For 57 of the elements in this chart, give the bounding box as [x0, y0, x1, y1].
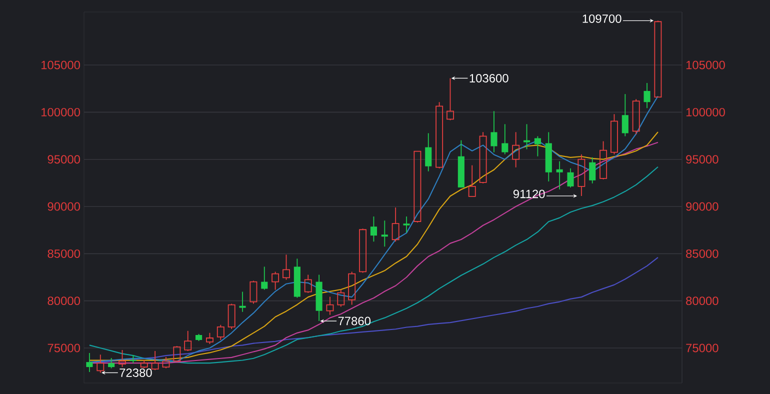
candlestick — [403, 216, 410, 233]
candlestick — [96, 354, 104, 374]
candlestick — [348, 271, 356, 306]
candlestick — [468, 164, 476, 197]
y-tick-label: 80000 — [48, 296, 80, 306]
annotation: 103600 — [470, 74, 508, 82]
y-tick-label: 90000 — [48, 202, 80, 211]
y-tick-label: 95000 — [48, 155, 80, 164]
candlestick — [600, 140, 608, 180]
candlestick — [261, 266, 268, 290]
candlestick — [239, 291, 246, 312]
candlestick — [632, 98, 640, 135]
candlestick — [512, 132, 520, 168]
candlestick — [184, 330, 192, 352]
y2-tick-label: 100000 — [686, 108, 725, 116]
y-tick-label: 100000 — [41, 108, 80, 116]
y2-tick-label: 105000 — [686, 60, 725, 70]
y2-tick-label: 80000 — [686, 296, 718, 306]
candlestick — [589, 156, 596, 184]
candlestick — [250, 280, 258, 304]
annotation: 109700 — [582, 14, 622, 23]
y2-tick-label: 75000 — [686, 344, 718, 352]
y-tick-label: 75000 — [48, 344, 80, 352]
candlestick — [556, 160, 563, 190]
candlestick — [446, 78, 454, 121]
candlestick — [392, 207, 400, 242]
candlestick — [304, 274, 312, 294]
candlestick — [130, 354, 136, 364]
y2-tick-label: 85000 — [686, 249, 718, 258]
candlestick — [326, 296, 334, 316]
candlestick — [86, 352, 93, 373]
annotation: 77860 — [338, 316, 371, 326]
candlestick — [370, 216, 377, 242]
y2-tick-label: 90000 — [686, 202, 718, 211]
candlestick — [118, 350, 126, 368]
candlestick — [534, 136, 541, 157]
y2-tick-label: 95000 — [686, 155, 718, 164]
annotation: 91120 — [513, 190, 545, 198]
candlestick — [490, 110, 498, 153]
candlestick — [567, 168, 574, 188]
candlestick — [644, 82, 650, 109]
candlestick — [381, 220, 388, 248]
candlestick — [502, 124, 508, 155]
candlestick — [282, 254, 290, 280]
candlestick — [337, 289, 345, 308]
candlestick — [523, 124, 530, 150]
y-tick-label: 85000 — [48, 249, 80, 258]
candlestick — [151, 350, 159, 371]
candlestick — [108, 358, 115, 369]
candlestick — [479, 132, 487, 184]
candlestick — [162, 356, 170, 369]
annotation: 72380 — [120, 368, 152, 377]
candlestick — [622, 94, 628, 137]
y-tick-label: 105000 — [41, 60, 80, 70]
candlestick — [610, 114, 618, 155]
candlestick — [272, 271, 280, 290]
candlestick — [425, 132, 432, 172]
